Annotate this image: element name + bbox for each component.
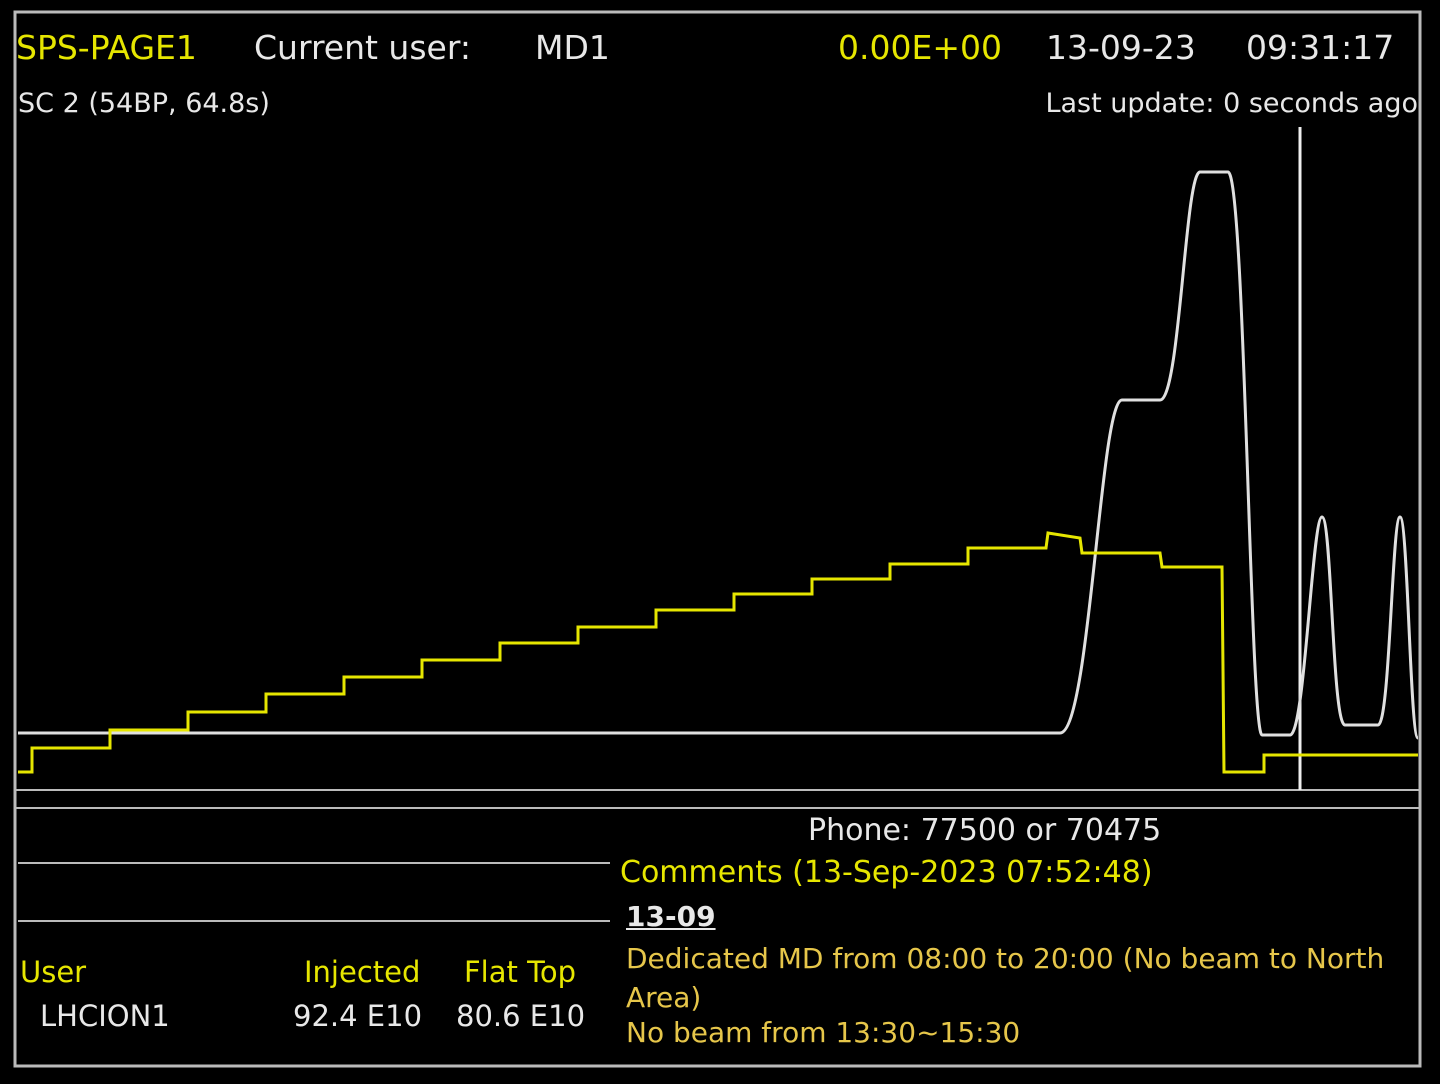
- comment-date: 13-09: [626, 900, 716, 933]
- current-user: MD1: [535, 28, 610, 67]
- table-cell: 80.6 E10: [456, 999, 586, 1033]
- comment: Dedicated MD from 08:00 to 20:00 (No bea…: [626, 942, 1385, 1014]
- intensity: 0.00E+00: [838, 28, 1002, 67]
- table-header: User: [20, 955, 87, 989]
- cycle-info: SC 2 (54BP, 64.8s): [18, 88, 270, 119]
- user-label: Current user:: [254, 28, 471, 67]
- table-header: Injected: [304, 955, 421, 989]
- date: 13-09-23: [1046, 28, 1196, 67]
- comment: No beam from 13:30~15:30: [626, 1016, 1021, 1049]
- phone: Phone: 77500 or 70475: [808, 813, 1162, 848]
- frame: [13, 10, 1422, 1068]
- comments-title: Comments (13-Sep-2023 07:52:48): [620, 855, 1153, 890]
- table-cell: 92.4 E10: [293, 999, 423, 1033]
- table-header: Flat Top: [464, 955, 577, 989]
- page-title: SPS-PAGE1: [16, 28, 197, 67]
- white-trace: [18, 170, 1420, 740]
- time: 09:31:17: [1246, 28, 1395, 67]
- yellow-trace: [18, 531, 1418, 774]
- last-update: Last update: 0 seconds ago: [1045, 88, 1418, 119]
- table-cell: LHCION1: [40, 999, 170, 1033]
